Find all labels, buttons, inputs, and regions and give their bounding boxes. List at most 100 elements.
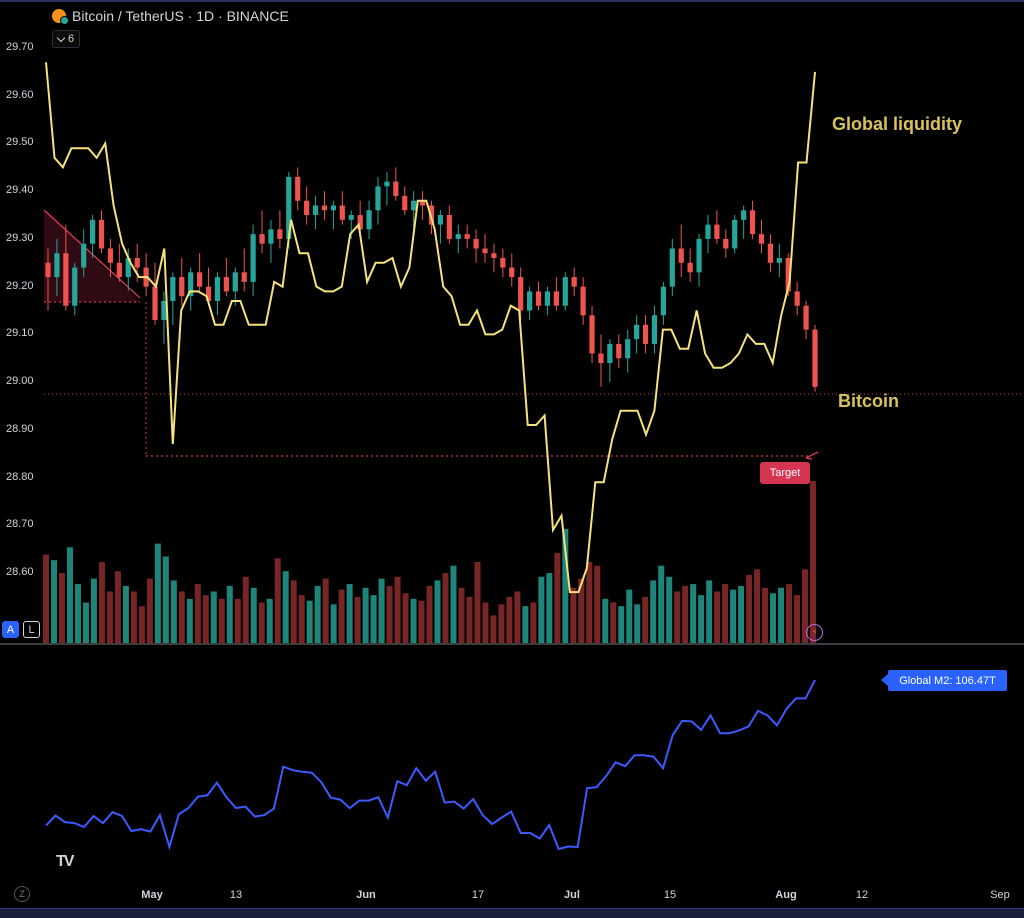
candle-body[interactable]: [357, 215, 363, 230]
candle-body[interactable]: [464, 234, 470, 239]
candle-body[interactable]: [473, 238, 479, 249]
candle-body[interactable]: [312, 205, 319, 216]
candle-body[interactable]: [179, 277, 185, 297]
candle-body[interactable]: [393, 181, 399, 196]
candle-body[interactable]: [72, 267, 78, 306]
trendline[interactable]: [43, 209, 141, 299]
candle-body[interactable]: [232, 272, 238, 292]
candle-body[interactable]: [642, 324, 649, 344]
candle-body[interactable]: [634, 324, 640, 340]
candle-body[interactable]: [89, 219, 96, 244]
candle-body[interactable]: [687, 262, 693, 273]
candle-body[interactable]: [277, 229, 283, 239]
candle-body[interactable]: [152, 286, 158, 321]
candle-body[interactable]: [625, 339, 631, 359]
global-m2-line[interactable]: [45, 679, 816, 851]
candles[interactable]: [45, 167, 818, 392]
candle-body[interactable]: [366, 210, 372, 230]
candle-body[interactable]: [714, 224, 720, 239]
candle-body[interactable]: [54, 253, 60, 278]
candle-body[interactable]: [330, 205, 336, 211]
candle-body[interactable]: [250, 234, 256, 282]
candle-body[interactable]: [500, 258, 506, 268]
volume-bar: [362, 587, 369, 643]
global-liquidity-line[interactable]: [45, 62, 816, 594]
auto-scale-button[interactable]: A: [2, 621, 19, 638]
global-m2-badge[interactable]: Global M2: 106.47T: [881, 670, 1007, 691]
candle-body[interactable]: [402, 195, 408, 211]
candle-body[interactable]: [188, 272, 194, 297]
candle-body[interactable]: [321, 205, 328, 211]
target-label[interactable]: Target: [760, 462, 810, 484]
candle-body[interactable]: [678, 248, 684, 263]
candle-body[interactable]: [170, 277, 176, 301]
candle-body[interactable]: [161, 300, 167, 321]
candle-body[interactable]: [268, 229, 274, 244]
candle-body[interactable]: [223, 277, 229, 292]
candle-body[interactable]: [553, 291, 559, 306]
indicators-toggle-button[interactable]: 6: [52, 30, 81, 48]
candle-body[interactable]: [741, 210, 747, 220]
candle-body[interactable]: [107, 248, 114, 263]
candle-body[interactable]: [348, 215, 354, 220]
candle-body[interactable]: [562, 277, 568, 306]
candle-body[interactable]: [419, 200, 426, 206]
candle-body[interactable]: [803, 305, 809, 330]
candle-body[interactable]: [295, 176, 301, 201]
candle-body[interactable]: [98, 219, 105, 249]
candle-body[interactable]: [241, 272, 247, 282]
chart-header[interactable]: Bitcoin / TetherUS · 1D · BINANCE: [52, 7, 289, 25]
candle-body[interactable]: [411, 200, 417, 211]
candle-body[interactable]: [384, 181, 390, 187]
candle-body[interactable]: [205, 286, 212, 301]
candle-body[interactable]: [509, 267, 515, 278]
candle-body[interactable]: [518, 277, 524, 311]
candle-body[interactable]: [767, 243, 774, 263]
candle-body[interactable]: [812, 329, 818, 387]
candle-body[interactable]: [607, 343, 613, 363]
candle-body[interactable]: [776, 258, 782, 263]
candle-body[interactable]: [732, 219, 738, 249]
candle-body[interactable]: [535, 291, 542, 306]
alert-icon[interactable]: ⚡: [806, 624, 823, 641]
candle-body[interactable]: [304, 200, 310, 216]
candle-body[interactable]: [785, 258, 791, 292]
candle-body[interactable]: [527, 291, 533, 311]
candle-body[interactable]: [669, 248, 675, 287]
log-scale-button[interactable]: L: [23, 621, 40, 638]
candle-body[interactable]: [598, 353, 604, 363]
candle-body[interactable]: [286, 176, 292, 239]
candle-body[interactable]: [63, 253, 69, 306]
candle-body[interactable]: [134, 258, 140, 268]
candle-body[interactable]: [375, 186, 381, 211]
candle-body[interactable]: [544, 291, 551, 306]
candle-body[interactable]: [482, 248, 488, 254]
candle-body[interactable]: [81, 243, 87, 268]
candle-body[interactable]: [758, 234, 765, 244]
candle-body[interactable]: [116, 262, 122, 278]
candle-body[interactable]: [705, 224, 711, 239]
candle-body[interactable]: [651, 315, 658, 344]
candle-body[interactable]: [723, 238, 729, 249]
candle-body[interactable]: [437, 215, 444, 225]
candle-body[interactable]: [571, 277, 577, 287]
candle-body[interactable]: [259, 234, 265, 244]
candle-body[interactable]: [616, 343, 622, 359]
candle-body[interactable]: [491, 253, 497, 258]
candle-body[interactable]: [589, 315, 595, 354]
candle-body[interactable]: [446, 215, 452, 239]
timezone-button[interactable]: Z: [14, 886, 30, 902]
candle-body[interactable]: [214, 277, 221, 301]
candle-body[interactable]: [660, 286, 666, 316]
candle-body[interactable]: [45, 262, 51, 278]
candle-body[interactable]: [125, 258, 131, 278]
candle-body[interactable]: [794, 291, 800, 306]
candle-body[interactable]: [455, 234, 461, 239]
candle-body[interactable]: [749, 210, 756, 235]
candle-body[interactable]: [339, 205, 345, 220]
candle-body[interactable]: [197, 272, 203, 287]
candle-body[interactable]: [696, 238, 702, 273]
candle-body[interactable]: [580, 286, 586, 316]
symbol-title[interactable]: Bitcoin / TetherUS · 1D · BINANCE: [72, 8, 289, 24]
